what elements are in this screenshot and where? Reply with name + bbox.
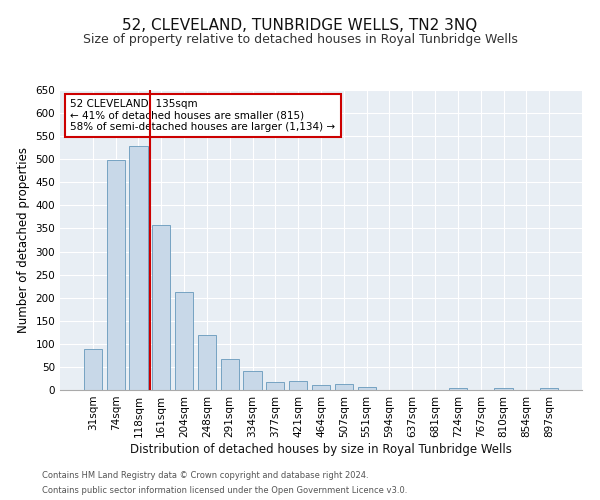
Bar: [130, 146, 148, 390]
Bar: [312, 386, 330, 390]
Bar: [152, 225, 170, 390]
Bar: [175, 292, 193, 390]
Bar: [540, 388, 558, 390]
Text: 52 CLEVELAND: 135sqm
← 41% of detached houses are smaller (815)
58% of semi-deta: 52 CLEVELAND: 135sqm ← 41% of detached h…: [70, 99, 335, 132]
Bar: [107, 160, 125, 390]
Text: Contains HM Land Registry data © Crown copyright and database right 2024.: Contains HM Land Registry data © Crown c…: [42, 471, 368, 480]
Bar: [335, 384, 353, 390]
Bar: [289, 381, 307, 390]
Bar: [84, 350, 102, 390]
Bar: [198, 334, 216, 390]
Text: Contains public sector information licensed under the Open Government Licence v3: Contains public sector information licen…: [42, 486, 407, 495]
Bar: [244, 370, 262, 390]
Text: Size of property relative to detached houses in Royal Tunbridge Wells: Size of property relative to detached ho…: [83, 32, 517, 46]
Y-axis label: Number of detached properties: Number of detached properties: [17, 147, 30, 333]
Text: 52, CLEVELAND, TUNBRIDGE WELLS, TN2 3NQ: 52, CLEVELAND, TUNBRIDGE WELLS, TN2 3NQ: [122, 18, 478, 32]
Bar: [449, 388, 467, 390]
Bar: [221, 358, 239, 390]
Bar: [266, 382, 284, 390]
Bar: [358, 387, 376, 390]
Text: Distribution of detached houses by size in Royal Tunbridge Wells: Distribution of detached houses by size …: [130, 442, 512, 456]
Bar: [494, 388, 512, 390]
